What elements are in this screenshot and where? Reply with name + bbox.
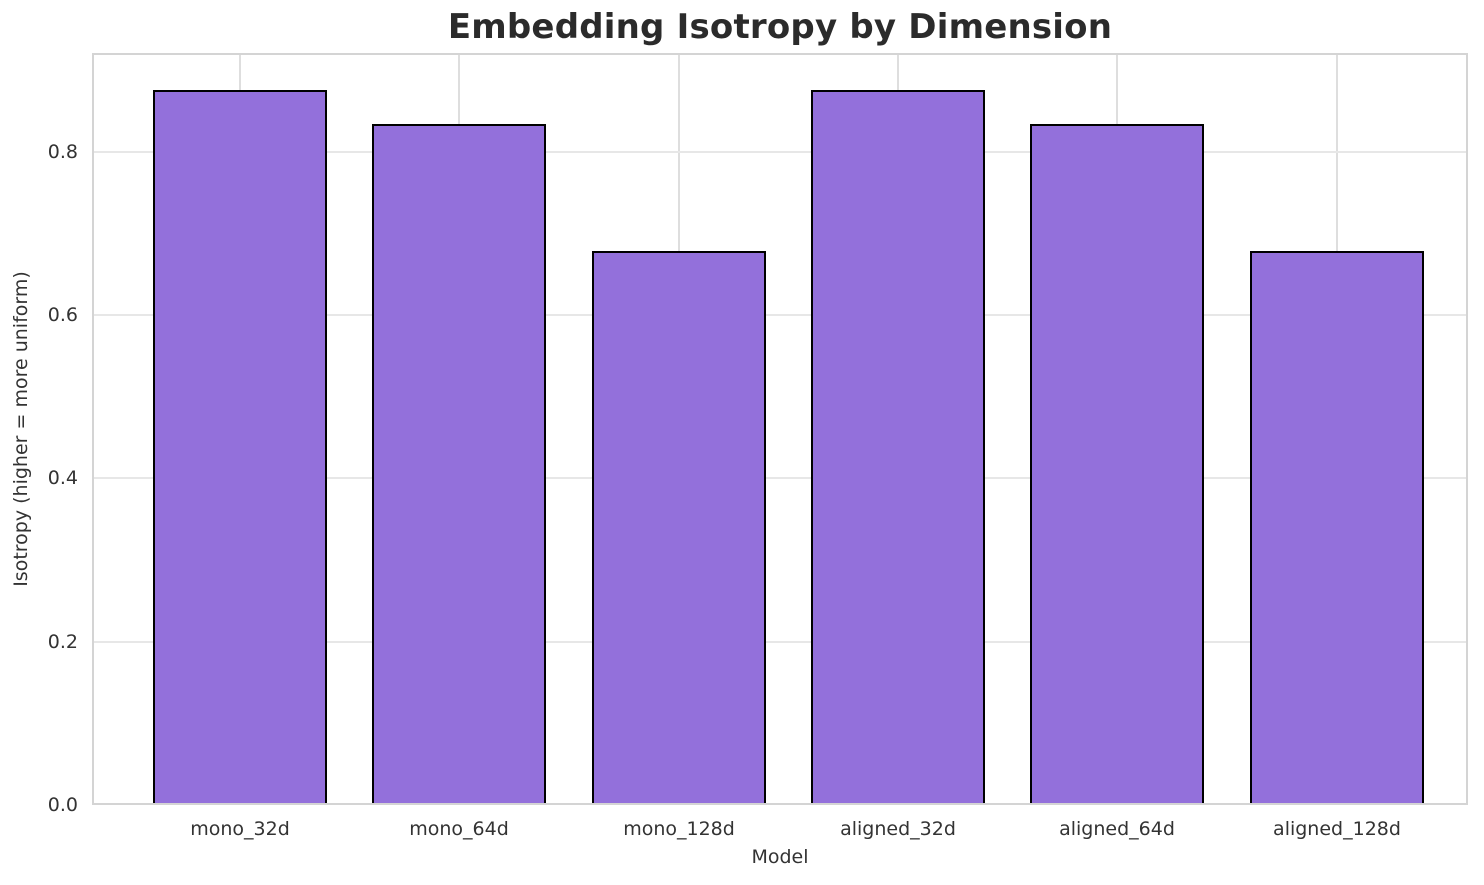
bar-aligned_64d [1030, 124, 1204, 805]
gridline-horizontal [92, 641, 1468, 643]
x-tick-label: mono_32d [190, 818, 290, 840]
bar-mono_64d [372, 124, 546, 805]
y-tick-label: 0.4 [47, 467, 78, 489]
x-axis-label: Model [751, 846, 809, 868]
chart-title: Embedding Isotropy by Dimension [447, 7, 1113, 47]
y-tick-label: 0.2 [47, 631, 78, 653]
bar-aligned_32d [811, 90, 985, 805]
plot-area [92, 53, 1468, 805]
x-tick-label: aligned_128d [1273, 818, 1401, 840]
gridline-horizontal [92, 314, 1468, 316]
x-tick-label: aligned_32d [840, 818, 956, 840]
y-tick-label: 0.6 [47, 304, 78, 326]
x-tick-label: mono_64d [409, 818, 509, 840]
bar-aligned_128d [1250, 251, 1424, 805]
bar-mono_128d [592, 251, 766, 805]
gridline-horizontal [92, 151, 1468, 153]
y-tick-label: 0.8 [47, 141, 78, 163]
x-tick-label: aligned_64d [1059, 818, 1175, 840]
gridline-horizontal [92, 477, 1468, 479]
x-tick-label: mono_128d [623, 818, 735, 840]
bar-mono_32d [153, 90, 327, 805]
y-tick-label: 0.0 [47, 794, 78, 816]
